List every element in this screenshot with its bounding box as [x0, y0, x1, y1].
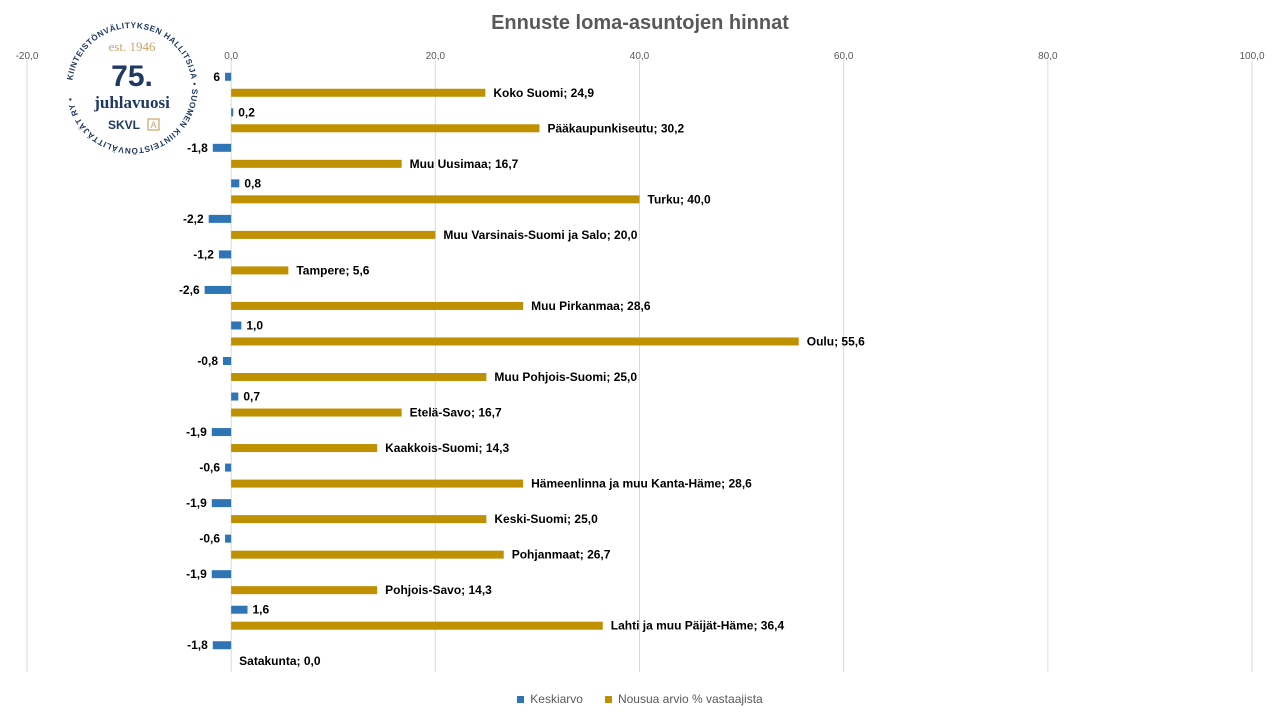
bar-keskiarvo	[212, 641, 232, 650]
data-label-keskiarvo: -1,2	[193, 247, 214, 261]
bar-nousua	[231, 88, 486, 97]
data-label-nousua: Hämeenlinna ja muu Kanta-Häme; 28,6	[531, 477, 752, 491]
legend-swatch-keskiarvo	[517, 695, 525, 703]
data-label-keskiarvo: 0,8	[244, 176, 261, 190]
data-label-nousua: Pääkaupunkiseutu; 30,2	[547, 121, 684, 135]
data-label-nousua: Muu Varsinais-Suomi ja Salo; 20,0	[443, 228, 637, 242]
data-label-keskiarvo: -0,6	[199, 532, 220, 546]
bar-keskiarvo	[211, 570, 232, 579]
data-label-keskiarvo: -1,9	[186, 567, 207, 581]
bar-keskiarvo	[225, 534, 232, 543]
data-label-keskiarvo: 0,2	[238, 105, 255, 119]
bar-nousua	[231, 195, 640, 204]
bar-nousua	[231, 586, 378, 595]
bar-nousua	[231, 621, 603, 630]
chart-legend: Keskiarvo Nousua arvio % vastaajista	[0, 692, 1280, 706]
legend-item-keskiarvo: Keskiarvo	[517, 692, 583, 706]
bar-keskiarvo	[225, 72, 232, 81]
data-label-keskiarvo: 1,6	[253, 603, 270, 617]
x-tick-label: 100,0	[1239, 51, 1264, 62]
data-label-keskiarvo: 6	[213, 70, 220, 84]
data-label-nousua: Turku; 40,0	[648, 192, 711, 206]
data-label-nousua: Muu Pirkanmaa; 28,6	[531, 299, 651, 313]
legend-label-keskiarvo: Keskiarvo	[530, 692, 583, 706]
bar-keskiarvo	[211, 499, 232, 508]
bar-keskiarvo	[211, 428, 232, 437]
x-tick-label: 60,0	[834, 51, 854, 62]
data-label-nousua: Tampere; 5,6	[296, 263, 369, 277]
bar-keskiarvo	[204, 285, 232, 294]
anniversary-logo: KIINTEISTÖNVÄLITYKSEN HALLITSIJA • SUOME…	[62, 18, 202, 158]
x-tick-label: -20,0	[16, 51, 39, 62]
data-label-keskiarvo: 1,0	[246, 318, 263, 332]
data-label-keskiarvo: -1,8	[187, 638, 208, 652]
logo-word: juhlavuosi	[93, 93, 170, 112]
bar-nousua	[231, 408, 402, 417]
bar-nousua	[231, 159, 402, 168]
x-tick-label: 0,0	[224, 51, 238, 62]
legend-label-nousua: Nousua arvio % vastaajista	[617, 692, 763, 706]
logo-est: est. 1946	[109, 39, 156, 54]
bar-keskiarvo	[225, 463, 232, 472]
x-tick-label: 20,0	[426, 51, 446, 62]
logo-brand: SKVL	[108, 118, 140, 132]
data-label-keskiarvo: -1,8	[187, 141, 208, 155]
bar-keskiarvo	[231, 108, 234, 117]
bar-nousua	[231, 266, 289, 275]
bar-nousua	[231, 230, 436, 239]
chart-title: Ennuste loma-asuntojen hinnat	[491, 12, 789, 34]
bar-keskiarvo	[231, 605, 248, 614]
bar-nousua	[231, 337, 799, 346]
bar-keskiarvo	[218, 250, 232, 259]
bar-nousua	[231, 444, 378, 453]
data-label-nousua: Koko Suomi; 24,9	[493, 86, 594, 100]
data-label-nousua: Satakunta; 0,0	[239, 654, 321, 668]
data-label-keskiarvo: -2,2	[183, 212, 204, 226]
data-label-keskiarvo: -1,9	[186, 425, 207, 439]
bar-nousua	[231, 124, 540, 133]
x-tick-label: 80,0	[1038, 51, 1058, 62]
logo-brand-mark: A	[150, 120, 156, 130]
data-label-nousua: Keski-Suomi; 25,0	[494, 512, 598, 526]
bar-keskiarvo	[231, 179, 240, 188]
data-label-nousua: Muu Pohjois-Suomi; 25,0	[494, 370, 637, 384]
bar-nousua	[231, 550, 504, 559]
bar-keskiarvo	[231, 321, 242, 330]
bar-keskiarvo	[223, 357, 232, 365]
bar-keskiarvo	[212, 143, 232, 152]
legend-item-nousua: Nousua arvio % vastaajista	[604, 692, 763, 706]
data-label-nousua: Oulu; 55,6	[807, 334, 865, 348]
data-label-keskiarvo: 0,7	[243, 390, 260, 404]
data-label-nousua: Pohjois-Savo; 14,3	[385, 583, 492, 597]
bar-nousua	[231, 301, 524, 310]
logo-number: 75.	[111, 60, 153, 93]
data-label-keskiarvo: -2,6	[179, 283, 200, 297]
bar-keskiarvo	[208, 214, 232, 223]
data-label-keskiarvo: -1,9	[186, 496, 207, 510]
data-label-nousua: Pohjanmaat; 26,7	[512, 548, 611, 562]
data-label-keskiarvo: -0,8	[197, 354, 218, 368]
data-label-nousua: Etelä-Savo; 16,7	[410, 406, 502, 420]
bar-nousua	[231, 515, 487, 524]
logo-brand-box	[147, 118, 160, 131]
data-label-nousua: Kaakkois-Suomi; 14,3	[385, 441, 509, 455]
data-label-keskiarvo: -0,6	[199, 461, 220, 475]
x-tick-label: 40,0	[630, 51, 650, 62]
legend-swatch-nousua	[604, 695, 612, 703]
bar-keskiarvo	[231, 392, 239, 401]
bar-nousua	[231, 479, 524, 488]
data-label-nousua: Lahti ja muu Päijät-Häme; 36,4	[611, 619, 785, 633]
bar-nousua	[231, 373, 487, 381]
data-label-nousua: Muu Uusimaa; 16,7	[410, 157, 519, 171]
